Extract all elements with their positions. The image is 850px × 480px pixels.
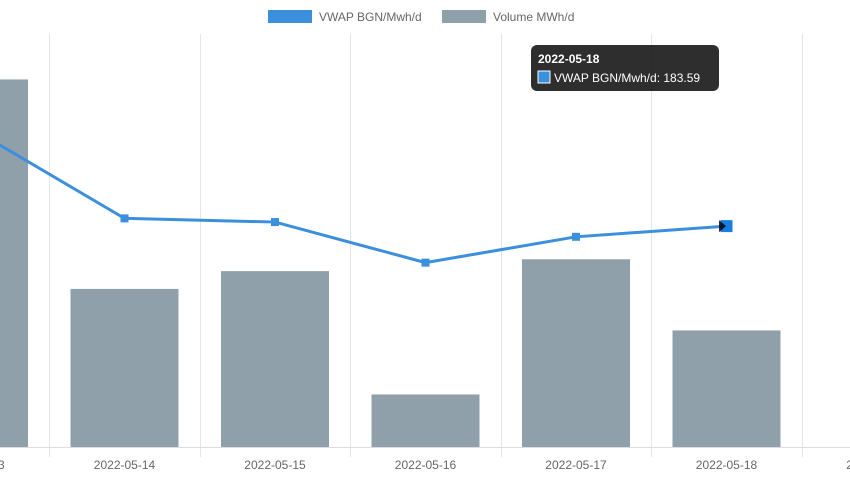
x-tick-label: 2022-05-13 bbox=[0, 458, 5, 472]
legend-swatch-vwap[interactable] bbox=[268, 10, 312, 23]
tooltip-title: 2022-05-18 bbox=[538, 52, 600, 66]
x-tick-label: 2022-05-18 bbox=[696, 458, 758, 472]
volume-bar-2022-05-13 bbox=[0, 79, 28, 447]
volume-bars bbox=[0, 79, 781, 447]
vwap-line-path bbox=[0, 143, 727, 265]
vwap-point-2022-05-18[interactable] bbox=[720, 220, 733, 233]
chart-legend: VWAP BGN/Mwh/d Volume MWh/d bbox=[268, 10, 574, 24]
volume-bar-2022-05-16 bbox=[371, 394, 480, 447]
vwap-point-2022-05-15[interactable] bbox=[271, 218, 279, 227]
x-axis-ticks: 2022-05-13 2022-05-14 2022-05-15 2022-05-16… bbox=[0, 458, 850, 472]
volume-bar-2022-05-14 bbox=[70, 288, 179, 447]
legend-label-vwap[interactable]: VWAP BGN/Mwh/d bbox=[319, 10, 422, 24]
legend-label-volume[interactable]: Volume MWh/d bbox=[493, 10, 574, 24]
x-tick-label: 2022-05-16 bbox=[395, 458, 457, 472]
tooltip-swatch bbox=[537, 70, 551, 84]
x-tick-label: 2022-05-14 bbox=[94, 458, 156, 472]
volume-bar-2022-05-15 bbox=[221, 271, 329, 447]
chart-grid bbox=[0, 34, 850, 457]
x-tick-label: 2022-05-17 bbox=[545, 458, 607, 472]
vwap-line bbox=[0, 143, 733, 267]
volume-bar-2022-05-18 bbox=[672, 330, 781, 447]
volume-bar-2022-05-17 bbox=[522, 259, 630, 447]
vwap-point-2022-05-17[interactable] bbox=[572, 232, 580, 241]
tooltip-body: VWAP BGN/Mwh/d: 183.59 bbox=[554, 71, 700, 85]
chart-tooltip: 2022-05-18 VWAP BGN/Mwh/d: 183.59 bbox=[531, 45, 726, 233]
vwap-point-2022-05-14[interactable] bbox=[120, 214, 129, 223]
tooltip-caret bbox=[719, 220, 726, 233]
legend-swatch-volume[interactable] bbox=[442, 10, 486, 23]
tooltip-box bbox=[531, 45, 719, 91]
x-tick-label: 2022-05-15 bbox=[244, 458, 306, 472]
x-tick-label: 2022-05-19 bbox=[846, 458, 850, 472]
vwap-point-2022-05-16[interactable] bbox=[421, 258, 430, 267]
